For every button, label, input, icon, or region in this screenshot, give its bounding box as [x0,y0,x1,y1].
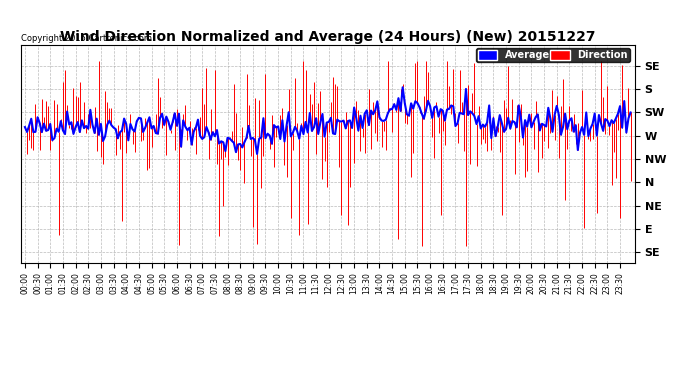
Legend: Average, Direction: Average, Direction [476,48,630,62]
Title: Wind Direction Normalized and Average (24 Hours) (New) 20151227: Wind Direction Normalized and Average (2… [60,30,595,44]
Text: Copyright 2015 Cartronics.com: Copyright 2015 Cartronics.com [21,34,152,43]
